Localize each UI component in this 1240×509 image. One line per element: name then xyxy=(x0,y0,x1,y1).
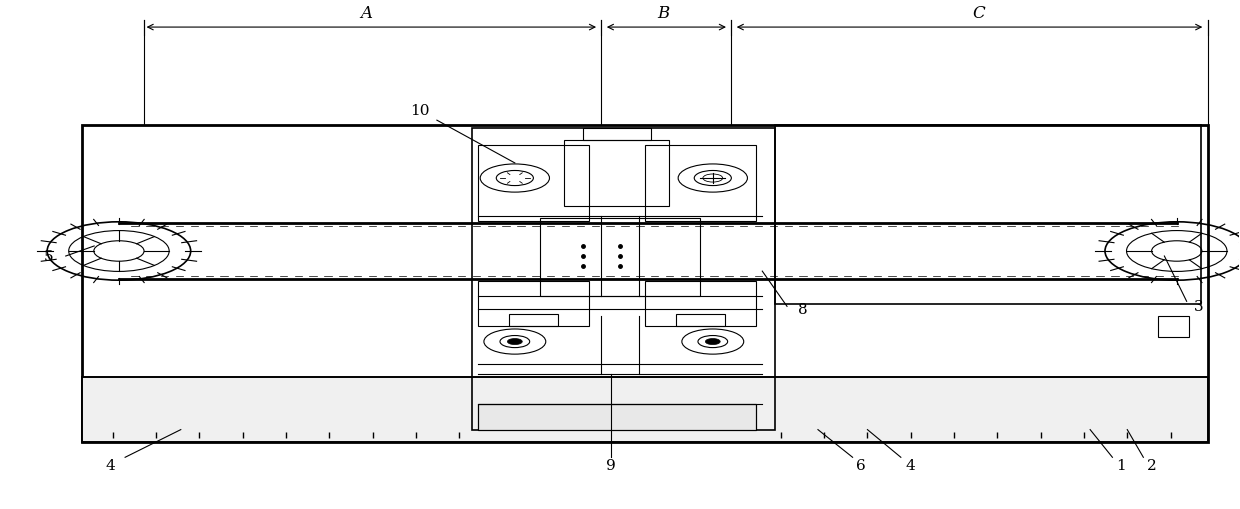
Bar xyxy=(82,126,1208,442)
Bar xyxy=(508,314,558,327)
Circle shape xyxy=(682,329,744,354)
Bar xyxy=(583,128,651,141)
Bar xyxy=(471,128,775,430)
Bar xyxy=(477,146,589,221)
Text: A: A xyxy=(361,5,372,22)
Bar xyxy=(82,377,1208,442)
Circle shape xyxy=(706,339,720,345)
Text: 4: 4 xyxy=(906,458,915,472)
Circle shape xyxy=(480,164,549,193)
Bar xyxy=(645,146,756,221)
Text: C: C xyxy=(972,5,985,22)
Circle shape xyxy=(698,336,728,348)
Circle shape xyxy=(678,164,748,193)
Circle shape xyxy=(500,336,529,348)
Text: 8: 8 xyxy=(799,302,808,316)
Text: 6: 6 xyxy=(857,458,866,472)
Text: 1: 1 xyxy=(1116,458,1126,472)
Circle shape xyxy=(484,329,546,354)
Bar xyxy=(82,377,1208,442)
Text: B: B xyxy=(657,5,670,22)
Bar xyxy=(539,219,701,297)
Text: 5: 5 xyxy=(43,249,53,264)
Bar xyxy=(564,141,670,206)
Circle shape xyxy=(694,171,732,186)
Bar xyxy=(645,281,756,327)
Bar xyxy=(477,281,589,327)
Circle shape xyxy=(496,171,533,186)
Text: 3: 3 xyxy=(1194,300,1204,314)
Bar xyxy=(1158,317,1189,337)
Bar xyxy=(477,405,756,430)
Bar xyxy=(775,126,1202,304)
Text: 10: 10 xyxy=(409,104,429,118)
Bar xyxy=(477,405,756,430)
Bar xyxy=(676,314,725,327)
Circle shape xyxy=(507,339,522,345)
Text: 4: 4 xyxy=(105,458,115,472)
Text: 9: 9 xyxy=(606,458,616,472)
Text: 2: 2 xyxy=(1147,458,1157,472)
